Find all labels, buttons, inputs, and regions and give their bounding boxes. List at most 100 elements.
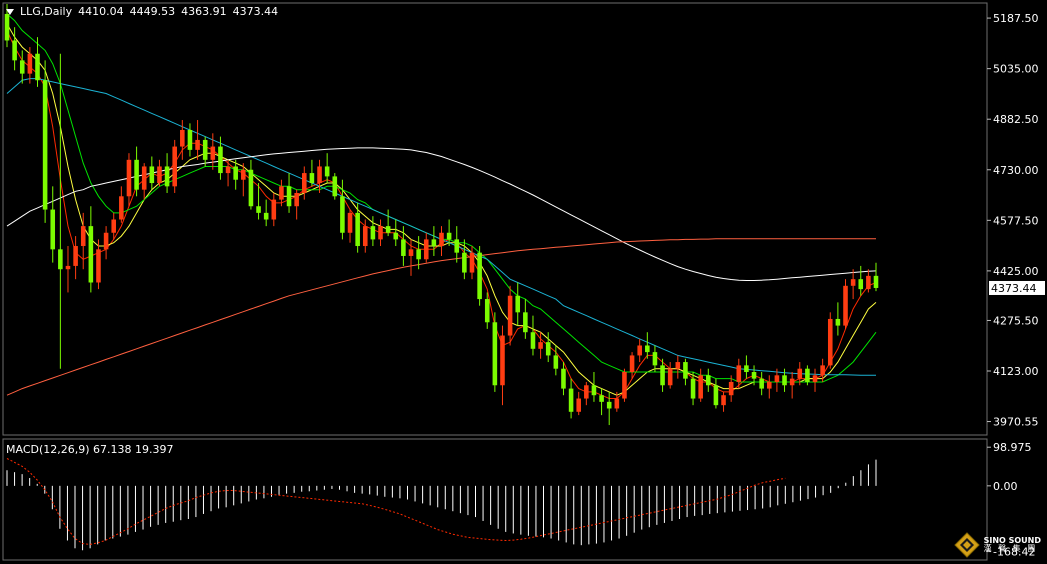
candle-body <box>484 299 490 323</box>
sino-sound-logo-icon <box>953 532 980 558</box>
candle-body <box>523 312 528 333</box>
candle-body <box>721 395 726 406</box>
current-price-label: 4373.44 <box>991 282 1037 295</box>
candle-body <box>492 322 498 386</box>
candle-body <box>667 368 673 386</box>
price-tick-label: 4123.00 <box>993 365 1039 378</box>
candle-body <box>119 196 124 220</box>
candle-body <box>850 279 856 286</box>
candle-body <box>279 186 284 200</box>
candle-body <box>58 249 63 270</box>
candle-body <box>271 199 277 220</box>
candle-body <box>706 375 711 386</box>
candle-body <box>73 246 78 266</box>
candle-body <box>347 212 353 233</box>
candle-body <box>423 239 429 260</box>
candle-body <box>27 53 33 74</box>
candle-body <box>675 362 681 369</box>
candle-body <box>157 166 162 184</box>
low-value: 4363.91 <box>181 5 227 18</box>
candle-body <box>233 166 238 180</box>
price-tick-label: 4425.00 <box>993 265 1039 278</box>
candle-body <box>553 355 559 369</box>
candle-body <box>515 295 521 313</box>
candle-body <box>50 209 56 250</box>
candle-body <box>652 352 658 366</box>
candle-body <box>446 232 452 240</box>
candle-body <box>820 365 825 376</box>
candle-body <box>370 226 376 240</box>
macd-tick-label: 0.00 <box>993 480 1018 493</box>
candle-body <box>294 192 299 207</box>
candle-body <box>355 212 360 247</box>
candle-body <box>340 196 345 233</box>
price-tick-label: 4730.00 <box>993 164 1039 177</box>
candle-body <box>538 342 543 349</box>
candle-body <box>385 226 391 233</box>
candle-body <box>202 139 208 160</box>
candle-body <box>614 398 620 409</box>
candle-body <box>599 395 604 402</box>
candle-body <box>248 169 254 207</box>
candle-body <box>744 365 749 373</box>
candle-body <box>111 219 117 233</box>
candle-body <box>812 375 818 382</box>
candle-body <box>408 249 414 256</box>
candle-body <box>317 166 322 184</box>
candle-body <box>660 365 665 386</box>
candle-body <box>180 129 185 147</box>
moving-average-line-6 <box>6 238 876 396</box>
candle-body <box>789 378 795 386</box>
symbol-label: LLG,Daily <box>20 5 73 18</box>
price-tick-label: 4577.50 <box>993 214 1039 227</box>
macd-label: MACD(12,26,9) 67.138 19.397 <box>6 443 174 456</box>
candle-body <box>606 401 612 409</box>
candle-body <box>683 362 688 379</box>
candle-body <box>843 285 848 326</box>
watermark-brand: SINO SOUND <box>983 536 1041 545</box>
candle-body <box>645 345 650 353</box>
candle-body <box>187 129 193 150</box>
price-pane <box>2 2 988 436</box>
candle-body <box>858 279 864 290</box>
candle-body <box>126 159 132 197</box>
candle-body <box>309 173 315 184</box>
candle-body <box>286 186 292 207</box>
candle-body <box>218 146 223 174</box>
candle-body <box>637 345 642 356</box>
price-tick-label: 4882.50 <box>993 113 1039 126</box>
current-price-box <box>989 280 1045 295</box>
symbol-menu-icon[interactable] <box>6 9 14 15</box>
price-tick-label: 3970.55 <box>993 416 1039 429</box>
candle-body <box>827 318 833 366</box>
candle-body <box>774 375 780 382</box>
candle-body <box>416 249 421 260</box>
candle-body <box>690 378 696 399</box>
candle-body <box>332 176 338 197</box>
watermark-sub: 漢 聲 集 團 <box>983 544 1038 553</box>
candle-body <box>698 375 703 399</box>
price-tick-label: 5187.50 <box>993 12 1039 25</box>
candle-body <box>530 332 536 349</box>
candle-body <box>439 232 444 247</box>
price-tick-label: 4275.50 <box>993 314 1039 327</box>
candle-body <box>782 375 787 386</box>
candle-body <box>302 173 307 193</box>
candle-body <box>378 226 383 240</box>
price-pane-border <box>2 2 988 436</box>
macd-tick-label: -168.42 <box>993 546 1035 559</box>
candle-body <box>4 13 10 41</box>
candle-body <box>561 368 566 389</box>
candle-body <box>241 169 246 180</box>
watermark: SINO SOUND 漢 聲 集 團 <box>953 532 1041 558</box>
candle-body <box>454 239 460 253</box>
macd-pane-border <box>2 438 988 561</box>
candle-body <box>103 232 109 250</box>
candle-body <box>713 385 719 406</box>
candle-body <box>172 146 177 187</box>
macd-tick-label: 98.975 <box>993 441 1032 454</box>
high-value: 4449.53 <box>129 5 176 18</box>
candle-body <box>35 53 40 81</box>
candle-body <box>225 166 231 174</box>
